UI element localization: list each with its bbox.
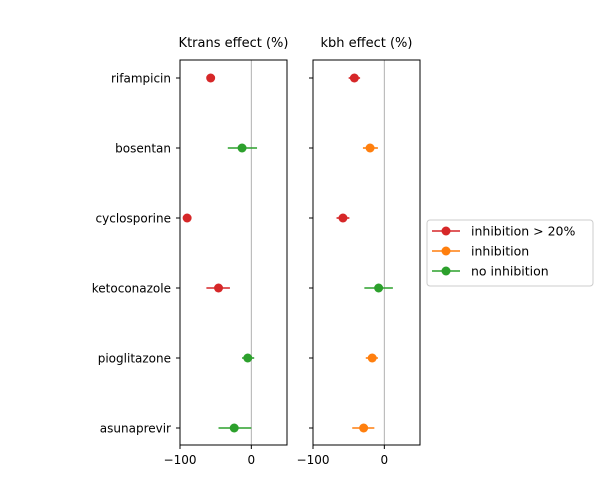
ktrans-point-asunaprevir [229, 423, 239, 433]
legend-entries: inhibition > 20% inhibition no inhibition [432, 224, 575, 279]
ytick-label-pioglitazone: pioglitazone [98, 352, 171, 366]
legend-frame [426, 219, 594, 287]
kbh-point-asunaprevir [359, 423, 369, 433]
ytick-label-ketoconazole: ketoconazole [92, 282, 171, 296]
ktrans-point-rifampicin [206, 73, 216, 83]
kbh-panel-title: kbh effect (%) [321, 36, 413, 51]
ktrans-point-ketoconazole [214, 283, 224, 293]
legend-marker-no-inhibition [441, 266, 451, 276]
ktrans-point-pioglitazone [243, 353, 253, 363]
kbh-point-pioglitazone [367, 353, 377, 363]
ktrans-panel-title: Ktrans effect (%) [179, 36, 289, 51]
legend-marker-inhibition-20 [441, 226, 451, 236]
kbh-point-cyclosporine [338, 213, 348, 223]
ytick-label-asunaprevir: asunaprevir [100, 422, 171, 436]
kbh-xtick-label-0: 0 [381, 453, 389, 467]
ytick-label-bosentan: bosentan [115, 142, 171, 156]
ktrans-axes-frame [179, 59, 288, 446]
kbh-point-bosentan [365, 143, 375, 153]
kbh-xtick-label--100: −100 [297, 453, 330, 467]
legend: inhibition > 20% inhibition no inhibition [426, 219, 594, 287]
ktrans-xtick-label-0: 0 [248, 453, 256, 467]
legend-label-inhibition: inhibition [471, 244, 529, 259]
legend-marker-inhibition [441, 246, 451, 256]
kbh-point-rifampicin [349, 73, 359, 83]
ktrans-point-bosentan [237, 143, 247, 153]
ktrans-point-cyclosporine [182, 213, 192, 223]
ytick-label-rifampicin: rifampicin [111, 72, 171, 86]
kbh-axes-frame [312, 59, 421, 446]
ytick-label-cyclosporine: cyclosporine [96, 212, 171, 226]
kbh-panel: kbh effect (%) −100 0 [297, 36, 421, 467]
ktrans-panel: Ktrans effect (%) rifampicin bosentan cycl… [92, 36, 289, 467]
legend-label-no-inhibition: no inhibition [471, 264, 549, 279]
ktrans-xtick-label--100: −100 [164, 453, 197, 467]
kbh-plot-area: −100 0 [297, 59, 421, 467]
legend-label-inhibition-20: inhibition > 20% [471, 224, 575, 239]
kbh-point-ketoconazole [374, 283, 384, 293]
ktrans-plot-area: rifampicin bosentan cyclosporine ketoconazo… [92, 59, 288, 467]
